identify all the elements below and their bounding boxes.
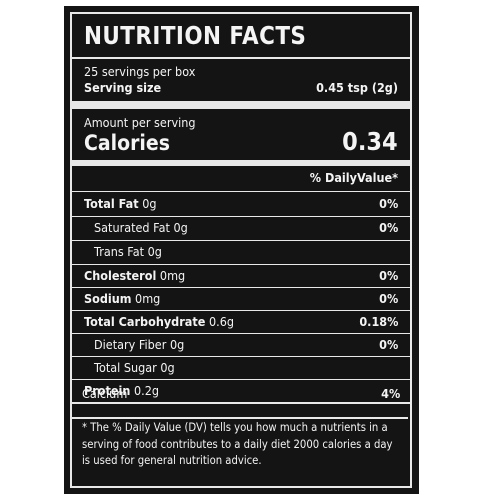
- divider: [72, 287, 410, 288]
- nutrient-dv: 4%: [380, 386, 400, 401]
- nutrient-amount: 0.6g: [208, 314, 235, 329]
- nutrient-name: Trans Fat: [94, 244, 145, 259]
- nutrient-name: Total Fat: [84, 196, 139, 211]
- nutrient-amount: 0.2g: [133, 383, 160, 398]
- servings-per-box: 25 servings per box: [84, 64, 196, 79]
- nutrient-row-dietary-fiber: Dietary Fiber 0g: [94, 337, 184, 352]
- nutrient-row-calcium: Calcium: [82, 386, 127, 401]
- divider: [72, 356, 410, 357]
- thick-divider: [72, 160, 410, 166]
- nutrition-facts-panel: NUTRITION FACTS 25 servings per box Serv…: [64, 6, 419, 494]
- nutrient-dv: 0%: [378, 196, 398, 211]
- thick-divider: [70, 417, 408, 419]
- nutrient-row-trans-fat: Trans Fat 0g: [94, 244, 162, 259]
- thick-divider: [72, 101, 410, 109]
- nutrient-amount: 0g: [142, 196, 157, 211]
- amount-per-serving: Amount per serving: [84, 115, 196, 130]
- serving-size-label: Serving size: [84, 80, 162, 95]
- nutrient-name: Dietary Fiber: [94, 337, 167, 352]
- nutrient-name: Sodium: [84, 291, 132, 306]
- nutrient-name: Total Sugar: [94, 360, 157, 375]
- nutrient-name: Calcium: [82, 386, 128, 401]
- nutrient-row-total-sugar: Total Sugar 0g: [94, 360, 175, 375]
- calories-label: Calories: [84, 131, 170, 155]
- divider: [72, 57, 410, 59]
- nutrient-name: Saturated Fat: [94, 220, 170, 235]
- nutrition-label-border: NUTRITION FACTS 25 servings per box Serv…: [70, 12, 412, 488]
- daily-value-header: % DailyValue*: [309, 170, 398, 185]
- label-title: NUTRITION FACTS: [84, 21, 307, 50]
- nutrient-amount: 0mg: [135, 291, 161, 306]
- nutrient-name: Total Carbohydrate: [84, 314, 206, 329]
- calories-value: 0.34: [342, 127, 398, 156]
- nutrient-amount: 0mg: [159, 268, 186, 283]
- nutrient-row-cholesterol: Cholesterol 0mg: [84, 268, 185, 283]
- divider: [72, 379, 410, 380]
- divider: [72, 333, 410, 334]
- nutrient-row-saturated-fat: Saturated Fat 0g: [94, 220, 188, 235]
- divider: [72, 310, 410, 311]
- nutrient-amount: 0g: [173, 220, 188, 235]
- thick-divider: [72, 402, 410, 404]
- nutrient-row-total-carbohydrate: Total Carbohydrate 0.6g: [84, 314, 234, 329]
- nutrient-name: Protein: [84, 383, 131, 398]
- nutrient-row-total-fat: Total Fat 0g: [84, 196, 157, 211]
- divider: [72, 216, 410, 217]
- nutrient-name: Cholesterol: [84, 268, 157, 283]
- nutrient-dv: 0%: [378, 220, 398, 235]
- nutrient-amount: 0g: [169, 337, 185, 352]
- nutrient-amount: 0g: [147, 244, 162, 259]
- nutrient-dv: 0.18%: [358, 314, 398, 329]
- nutrient-row-sodium: Sodium 0mg: [84, 291, 160, 306]
- divider: [72, 191, 410, 192]
- nutrient-row-protein: Protein 0.2g: [84, 383, 159, 398]
- nutrient-dv: 0%: [378, 291, 398, 306]
- nutrient-dv: 0%: [378, 268, 398, 283]
- divider: [72, 240, 410, 241]
- nutrient-dv: 0%: [378, 337, 398, 352]
- nutrient-amount: 0g: [160, 360, 175, 375]
- serving-size-value: 0.45 tsp (2g): [316, 80, 398, 95]
- divider: [72, 264, 410, 265]
